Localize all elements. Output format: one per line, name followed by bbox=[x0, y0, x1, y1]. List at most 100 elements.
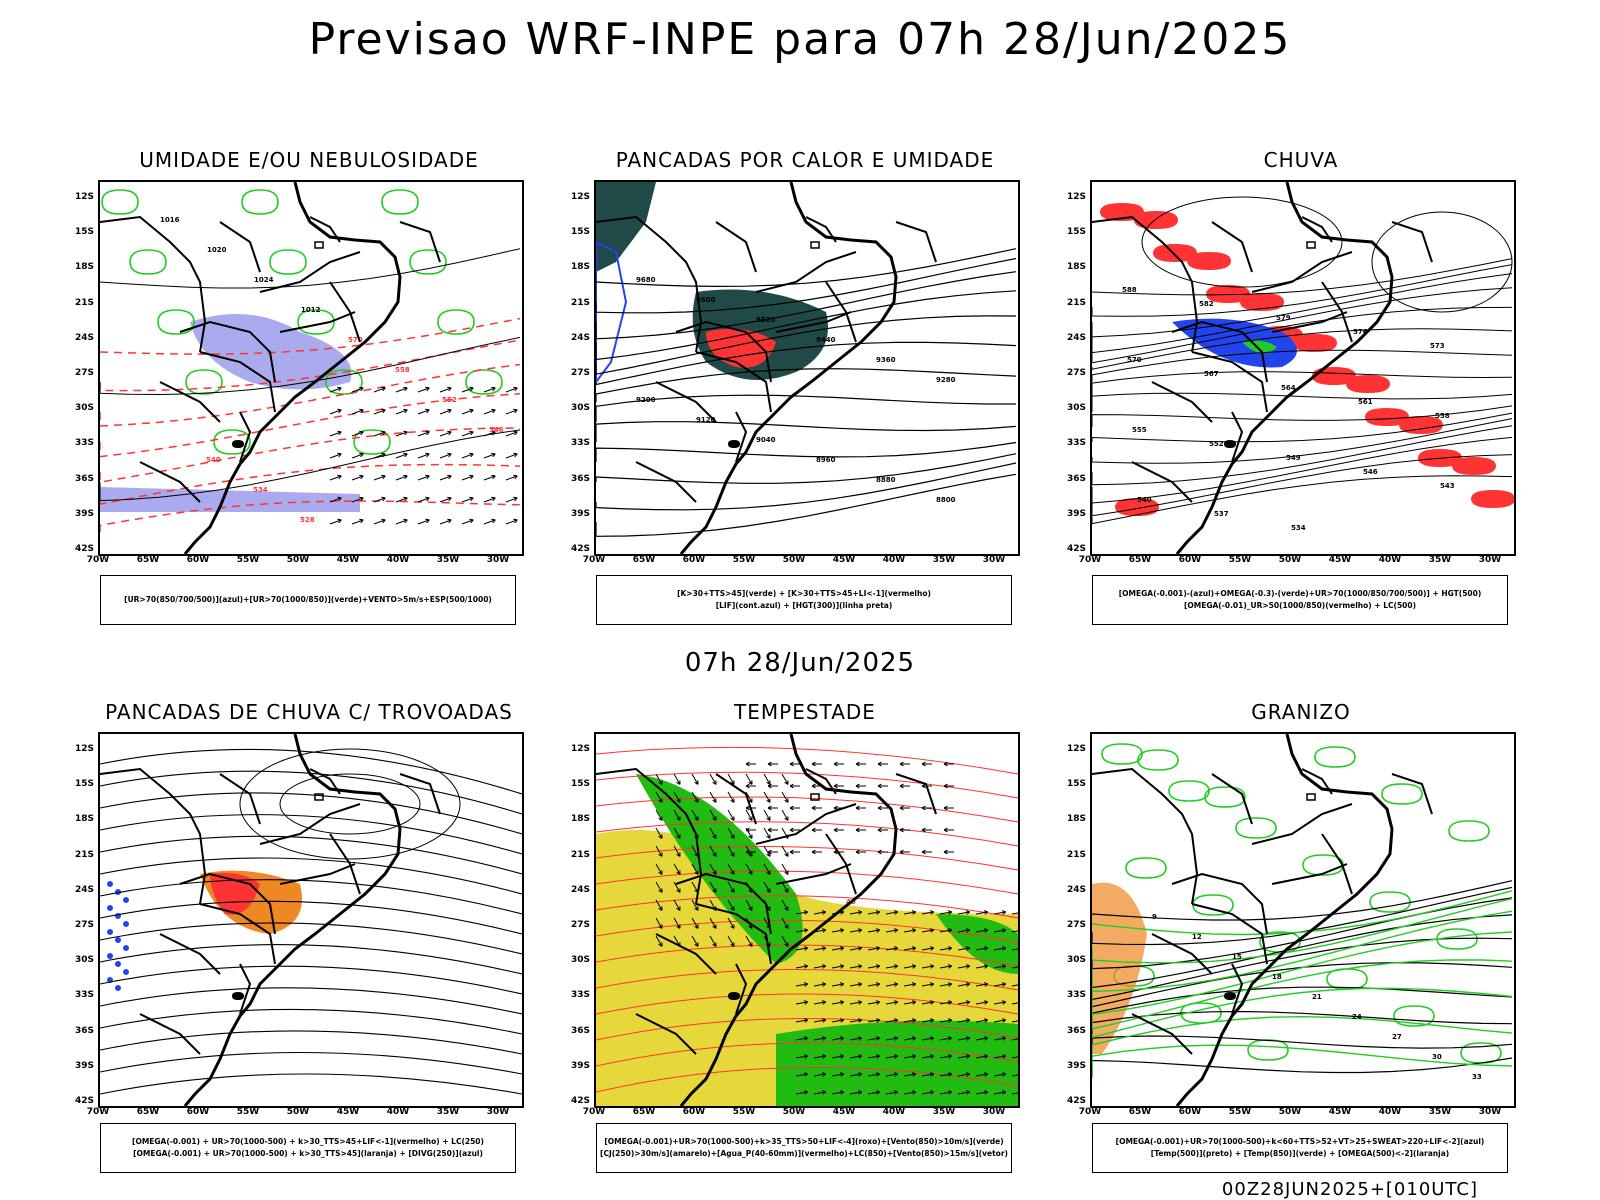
lat-tick-label: 21S bbox=[570, 849, 590, 860]
svg-text:8960: 8960 bbox=[816, 456, 836, 464]
lon-tick-label: 70W bbox=[582, 555, 606, 565]
svg-text:9360: 9360 bbox=[876, 356, 896, 364]
svg-text:558: 558 bbox=[1435, 412, 1450, 420]
lon-tick-label: 50W bbox=[782, 555, 806, 565]
lat-tick-label: 27S bbox=[1066, 920, 1086, 930]
lon-tick-label: 50W bbox=[1278, 1107, 1302, 1117]
svg-text:1012: 1012 bbox=[301, 306, 321, 314]
lon-tick-label: 65W bbox=[136, 555, 160, 565]
svg-text:9600: 9600 bbox=[696, 296, 716, 304]
svg-text:570: 570 bbox=[1127, 356, 1142, 364]
lat-tick-label: 42S bbox=[74, 1096, 94, 1106]
legend-line: [OMEGA(-0.001)+UR>70(1000-500)+k<60+TTS>… bbox=[1115, 1137, 1485, 1146]
lon-tick-label: 35W bbox=[932, 1107, 956, 1117]
lat-tick-label: 39S bbox=[1066, 508, 1086, 519]
lat-tick-label: 24S bbox=[74, 884, 94, 895]
footer-timestamp: 00Z28JUN2025+[010UTC] bbox=[1221, 1179, 1478, 1200]
panel-title: TEMPESTADE bbox=[734, 700, 876, 724]
lon-tick-label: 30W bbox=[1478, 1107, 1502, 1117]
lat-tick-label: 27S bbox=[1066, 368, 1086, 378]
svg-text:582: 582 bbox=[1199, 300, 1214, 308]
lon-tick-label: 60W bbox=[1178, 555, 1202, 565]
lon-tick-label: 55W bbox=[236, 1107, 260, 1117]
lon-tick-label: 65W bbox=[632, 1107, 656, 1117]
lat-tick-label: 18S bbox=[74, 814, 94, 825]
lat-tick-label: 12S bbox=[74, 192, 94, 202]
lat-tick-label: 42S bbox=[1066, 1096, 1086, 1106]
lat-tick-label: 30S bbox=[74, 955, 94, 966]
lat-tick-label: 36S bbox=[1066, 1025, 1086, 1036]
legend-line: [CJ(250)>30m/s](amarelo)+[Agua_P(40-60mm… bbox=[600, 1149, 1008, 1158]
svg-text:576: 576 bbox=[1353, 328, 1368, 336]
lat-tick-label: 15S bbox=[1066, 779, 1086, 790]
svg-text:8880: 8880 bbox=[876, 476, 896, 484]
svg-text:1024: 1024 bbox=[254, 276, 274, 284]
map-plot: 588 582 579 576 573 570 567 564 561 558 555 552 549 5… bbox=[1092, 182, 1514, 554]
svg-text:24: 24 bbox=[1352, 1013, 1362, 1021]
lat-tick-label: 27S bbox=[74, 368, 94, 378]
svg-text:15: 15 bbox=[1232, 953, 1242, 961]
lat-tick-label: 33S bbox=[74, 990, 94, 1001]
svg-text:534: 534 bbox=[1291, 524, 1306, 532]
lat-tick-label: 36S bbox=[74, 1025, 94, 1036]
lat-tick-label: 39S bbox=[74, 508, 94, 519]
svg-text:528: 528 bbox=[300, 516, 315, 524]
svg-text:546: 546 bbox=[489, 426, 504, 434]
legend-box: [OMEGA(-0.001)+UR>70(1000-500)+k<60+TTS>… bbox=[1092, 1123, 1508, 1173]
panel-title: GRANIZO bbox=[1251, 700, 1351, 724]
lat-tick-label: 36S bbox=[74, 473, 94, 484]
lat-tick-label: 36S bbox=[570, 473, 590, 484]
lon-tick-label: 40W bbox=[386, 1107, 410, 1117]
lon-tick-label: 45W bbox=[1328, 555, 1352, 565]
map-panel bbox=[98, 732, 524, 1108]
lon-tick-label: 50W bbox=[286, 555, 310, 565]
svg-text:12: 12 bbox=[1192, 933, 1202, 941]
lat-tick-label: 21S bbox=[570, 297, 590, 308]
lat-tick-label: 24S bbox=[74, 332, 94, 343]
lat-tick-label: 12S bbox=[74, 744, 94, 754]
legend-line: [OMEGA(-0.001)+UR>70(1000-500)+k>35_TTS>… bbox=[604, 1137, 1004, 1146]
svg-text:9: 9 bbox=[1152, 913, 1157, 921]
panel-title: UMIDADE E/OU NEBULOSIDADE bbox=[139, 148, 479, 172]
lon-tick-label: 60W bbox=[186, 555, 210, 565]
lat-tick-label: 33S bbox=[570, 990, 590, 1001]
lat-tick-label: 33S bbox=[570, 438, 590, 449]
lat-tick-label: 18S bbox=[570, 262, 590, 273]
lat-tick-label: 30S bbox=[570, 403, 590, 414]
legend-line: [OMEGA(-0.001)-(azul)+OMEGA(-0.3)-(verde… bbox=[1118, 589, 1482, 598]
svg-text:549: 549 bbox=[1286, 454, 1301, 462]
lat-tick-label: 15S bbox=[74, 779, 94, 790]
lat-tick-label: 18S bbox=[1066, 262, 1086, 273]
svg-text:9200: 9200 bbox=[636, 396, 656, 404]
map-panel: 40 bbox=[594, 732, 1020, 1108]
svg-text:1016: 1016 bbox=[160, 216, 180, 224]
svg-text:588: 588 bbox=[1122, 286, 1137, 294]
lon-tick-label: 70W bbox=[582, 1107, 606, 1117]
lat-tick-label: 27S bbox=[570, 368, 590, 378]
lon-tick-label: 60W bbox=[682, 555, 706, 565]
lon-tick-label: 50W bbox=[286, 1107, 310, 1117]
svg-text:1020: 1020 bbox=[207, 246, 227, 254]
map-panel: 1016 1020 1024 1012 570 558 552 546 540 534 528 bbox=[98, 180, 524, 556]
svg-text:9680: 9680 bbox=[636, 276, 656, 284]
legend-box: [UR>70(850/700/500)](azul)+[UR>70(1000/8… bbox=[100, 575, 516, 625]
svg-text:558: 558 bbox=[395, 366, 410, 374]
lat-tick-label: 21S bbox=[1066, 849, 1086, 860]
lon-tick-label: 50W bbox=[782, 1107, 806, 1117]
svg-text:570: 570 bbox=[348, 336, 363, 344]
panel-title: PANCADAS DE CHUVA C/ TROVOADAS bbox=[105, 700, 513, 724]
svg-text:546: 546 bbox=[1363, 468, 1378, 476]
legend-box: [OMEGA(-0.001)+UR>70(1000-500)+k>35_TTS>… bbox=[596, 1123, 1012, 1173]
lon-tick-label: 40W bbox=[386, 555, 410, 565]
lat-tick-label: 18S bbox=[570, 814, 590, 825]
lat-tick-label: 15S bbox=[570, 227, 590, 238]
lat-tick-label: 39S bbox=[570, 1060, 590, 1071]
lon-tick-label: 45W bbox=[336, 1107, 360, 1117]
svg-text:18: 18 bbox=[1272, 973, 1282, 981]
lon-tick-label: 40W bbox=[882, 555, 906, 565]
lon-tick-label: 35W bbox=[1428, 1107, 1452, 1117]
lon-tick-label: 40W bbox=[882, 1107, 906, 1117]
legend-line: [K>30+TTS>45](verde) + [K>30+TTS>45+LI<-… bbox=[677, 589, 931, 598]
lon-tick-label: 60W bbox=[186, 1107, 210, 1117]
lat-tick-label: 18S bbox=[74, 262, 94, 273]
